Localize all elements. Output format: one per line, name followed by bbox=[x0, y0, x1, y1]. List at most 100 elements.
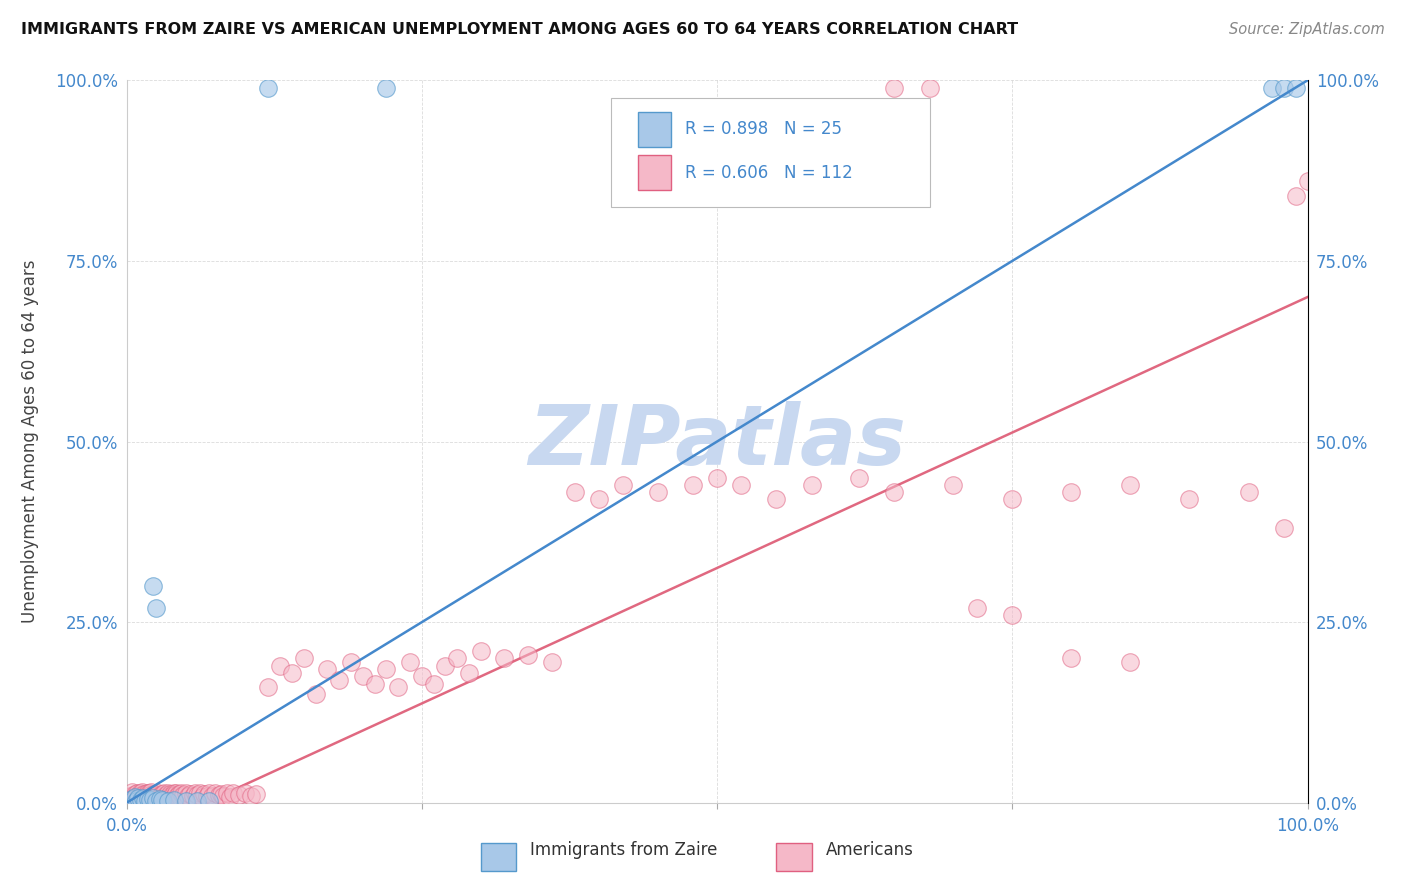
Point bbox=[228, 788, 250, 802]
Text: Immigrants from Zaire: Immigrants from Zaire bbox=[530, 841, 718, 859]
Point bbox=[883, 80, 905, 95]
Point bbox=[145, 788, 167, 802]
FancyBboxPatch shape bbox=[776, 843, 811, 871]
Point bbox=[127, 786, 149, 800]
Point bbox=[411, 669, 433, 683]
Point bbox=[157, 789, 180, 803]
Text: IMMIGRANTS FROM ZAIRE VS AMERICAN UNEMPLOYMENT AMONG AGES 60 TO 64 YEARS CORRELA: IMMIGRANTS FROM ZAIRE VS AMERICAN UNEMPL… bbox=[21, 22, 1018, 37]
Point bbox=[328, 673, 350, 687]
Point bbox=[1119, 655, 1142, 669]
Point bbox=[352, 669, 374, 683]
Point bbox=[160, 789, 183, 804]
Point bbox=[156, 794, 179, 808]
Point bbox=[174, 786, 197, 800]
Point bbox=[1285, 80, 1308, 95]
Text: Americans: Americans bbox=[825, 841, 914, 859]
Point bbox=[375, 662, 398, 676]
Point bbox=[153, 786, 176, 800]
Point bbox=[139, 793, 162, 807]
Point bbox=[1001, 607, 1024, 622]
Point bbox=[198, 794, 221, 808]
Point bbox=[132, 790, 155, 805]
Point bbox=[848, 470, 870, 484]
Point bbox=[470, 644, 492, 658]
Point bbox=[222, 786, 245, 800]
Point bbox=[422, 676, 444, 690]
Point bbox=[127, 791, 149, 805]
Point bbox=[127, 789, 149, 804]
Point bbox=[883, 485, 905, 500]
Point bbox=[233, 786, 256, 800]
Text: Source: ZipAtlas.com: Source: ZipAtlas.com bbox=[1229, 22, 1385, 37]
Point bbox=[1060, 651, 1083, 665]
Point bbox=[121, 785, 143, 799]
Point bbox=[446, 651, 468, 665]
Point bbox=[134, 794, 156, 808]
Point bbox=[204, 786, 226, 800]
Point bbox=[193, 787, 215, 801]
Point bbox=[387, 680, 409, 694]
Point bbox=[155, 788, 177, 802]
Point bbox=[292, 651, 315, 665]
Point bbox=[148, 786, 170, 800]
Point bbox=[141, 579, 163, 593]
Y-axis label: Unemployment Among Ages 60 to 64 years: Unemployment Among Ages 60 to 64 years bbox=[21, 260, 38, 624]
Point bbox=[399, 655, 422, 669]
Point bbox=[304, 687, 326, 701]
Point bbox=[191, 790, 214, 805]
Point bbox=[167, 787, 190, 801]
Point bbox=[647, 485, 669, 500]
Point bbox=[1272, 521, 1295, 535]
Point bbox=[145, 794, 167, 808]
Point bbox=[340, 655, 363, 669]
FancyBboxPatch shape bbox=[481, 843, 516, 871]
Point bbox=[208, 788, 231, 802]
Point bbox=[800, 478, 823, 492]
Point bbox=[149, 789, 172, 803]
Point bbox=[281, 665, 304, 680]
Point bbox=[1001, 492, 1024, 507]
Point bbox=[136, 789, 159, 804]
Point bbox=[540, 655, 562, 669]
Point bbox=[163, 793, 186, 807]
Point bbox=[1178, 492, 1201, 507]
Point bbox=[179, 787, 201, 801]
Point bbox=[125, 789, 148, 803]
Point bbox=[124, 787, 146, 801]
Point bbox=[159, 787, 181, 801]
Point bbox=[1119, 478, 1142, 492]
Point bbox=[706, 470, 728, 484]
Point bbox=[239, 789, 262, 803]
Point bbox=[209, 787, 232, 801]
Point bbox=[165, 786, 187, 800]
Point bbox=[121, 792, 143, 806]
Point bbox=[142, 787, 165, 801]
Point bbox=[132, 790, 155, 805]
Point bbox=[186, 788, 208, 802]
Point bbox=[198, 786, 221, 800]
Point bbox=[150, 787, 173, 801]
Point bbox=[186, 794, 208, 808]
Point bbox=[141, 789, 163, 803]
Point bbox=[136, 792, 159, 806]
Point bbox=[494, 651, 516, 665]
Point bbox=[257, 80, 280, 95]
Point bbox=[918, 80, 941, 95]
Point bbox=[134, 789, 156, 803]
Point bbox=[138, 786, 160, 800]
Point bbox=[375, 80, 398, 95]
Point bbox=[612, 478, 634, 492]
Point bbox=[128, 786, 150, 800]
Point bbox=[682, 478, 704, 492]
Point bbox=[1272, 80, 1295, 95]
Point bbox=[458, 665, 481, 680]
Point bbox=[122, 790, 145, 805]
Point bbox=[135, 786, 157, 800]
Point bbox=[172, 788, 194, 802]
Point bbox=[124, 790, 146, 805]
Point bbox=[942, 478, 965, 492]
Point bbox=[363, 676, 385, 690]
Point bbox=[588, 492, 610, 507]
Point bbox=[156, 786, 179, 800]
Point bbox=[730, 478, 752, 492]
